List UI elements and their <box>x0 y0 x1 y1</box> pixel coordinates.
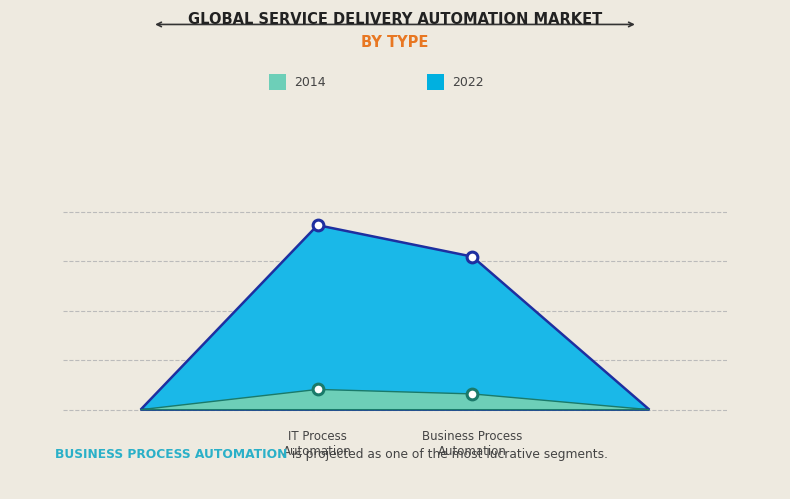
Text: 2022: 2022 <box>452 76 483 89</box>
Point <box>466 252 479 260</box>
Polygon shape <box>141 225 649 410</box>
Point <box>311 221 324 229</box>
Point <box>466 390 479 398</box>
Text: Business Process
Automation: Business Process Automation <box>422 430 523 458</box>
Text: IT Process
Automation: IT Process Automation <box>283 430 352 458</box>
Text: is projected as one of the most lucrative segments.: is projected as one of the most lucrativ… <box>288 448 608 461</box>
Point <box>311 385 324 393</box>
Text: 2014: 2014 <box>294 76 325 89</box>
Text: GLOBAL SERVICE DELIVERY AUTOMATION MARKET: GLOBAL SERVICE DELIVERY AUTOMATION MARKE… <box>188 12 602 27</box>
Text: BY TYPE: BY TYPE <box>361 35 429 50</box>
Text: BUSINESS PROCESS AUTOMATION: BUSINESS PROCESS AUTOMATION <box>55 448 288 461</box>
Polygon shape <box>141 389 649 410</box>
